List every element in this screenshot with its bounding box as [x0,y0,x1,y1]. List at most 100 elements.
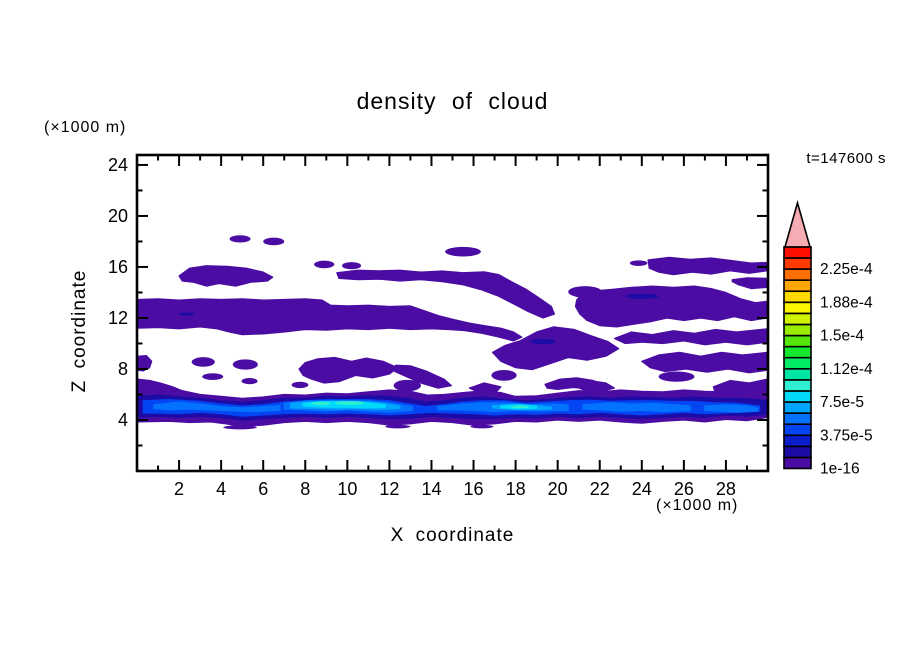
contour-region-level-2 [530,338,556,345]
x-tick-label: 28 [716,479,736,499]
contour-region-level-1 [491,326,620,371]
contour-region-level-1 [178,265,274,287]
y-tick-label: 8 [118,359,128,379]
colorbar-label: 1.88e-4 [820,294,873,311]
x-axis-title: X coordinate [390,525,515,546]
y-tick-label: 20 [108,206,128,226]
colorbar-segment [783,401,812,414]
colorbar-label: 7.5e-5 [820,394,864,411]
y-tick-label: 24 [108,155,128,175]
contour-region-level-1 [394,364,452,389]
colorbar-segment [783,379,812,392]
contour-region-level-5 [704,404,759,413]
contour-region-level-1 [731,277,768,290]
x-tick-label: 20 [548,479,568,499]
contour-region-level-1 [712,378,768,396]
contour-region-level-1 [241,377,258,385]
colorbar-segment [783,290,812,304]
x-tick-label: 26 [674,479,694,499]
contour-region-level-1 [641,351,768,374]
x-tick-label: 18 [506,479,526,499]
x-tick-label: 12 [379,479,399,499]
contour-region-level-8 [311,401,331,406]
contour-region-level-1 [232,359,258,370]
contour-region-level-5 [582,402,691,413]
contour-region-level-1 [468,382,502,393]
contour-region-level-1 [470,424,494,429]
contour-region-level-1 [137,378,184,394]
x-tick-label: 4 [216,479,226,499]
x-axis-unit-label: (×1000 m) [656,497,739,514]
x-tick-label: 16 [464,479,484,499]
colorbar-segment [783,268,812,281]
contour-region-level-1 [191,357,215,367]
x-tick-label: 6 [258,479,268,499]
contour-region-level-1 [298,356,399,384]
contour-region-level-2 [625,293,659,299]
x-tick-label: 2 [174,479,184,499]
contour-region-level-1 [576,379,616,393]
colorbar-segment [783,412,812,425]
contour-region-level-1 [647,256,768,276]
colorbar-label: 1.12e-4 [820,361,873,378]
contour-field [137,235,768,430]
contour-region-level-5 [153,401,281,413]
y-tick-label: 4 [118,410,128,430]
contour-region-level-8 [334,401,365,405]
colorbar-segment [783,367,812,381]
x-tick-label: 22 [590,479,610,499]
chart-title: density of cloud [356,88,549,114]
x-tick-label: 24 [632,479,652,499]
colorbar-segment [783,445,812,459]
colorbar-segment [783,279,812,293]
colorbar-label: 1e-16 [820,461,860,478]
colorbar-segment [783,390,812,403]
x-tick-label: 10 [337,479,357,499]
colorbar-segment [783,456,812,470]
colorbar-overflow-arrow [783,199,812,248]
contour-region-level-1 [385,424,411,429]
axis-ticks [137,155,768,471]
y-axis-unit-label: (×1000 m) [44,119,127,136]
contour-region-level-1 [229,235,251,243]
colorbar-segment [783,434,812,448]
colorbar-segment [783,312,812,326]
contour-region-level-1 [658,371,695,382]
x-tick-label: 8 [300,479,310,499]
contour-region-level-1 [629,260,648,266]
y-axis-title: Z coordinate [69,269,90,393]
contour-region-level-1 [613,328,768,346]
y-tick-label: 16 [108,257,128,277]
x-tick-label: 14 [421,479,441,499]
colorbar-segment [783,301,812,315]
contour-region-level-1 [342,262,362,270]
contour-region-level-1 [202,373,224,381]
colorbar-segment [783,356,812,370]
colorbar-label: 1.5e-4 [820,328,864,345]
y-tick-label: 12 [108,308,128,328]
contour-region-level-1 [137,298,523,342]
contour-region-level-1 [314,260,335,269]
contour-region-level-1 [445,246,481,257]
contour-region-level-1 [393,379,421,392]
colorbar-segment [783,246,812,259]
contour-region-level-1 [491,369,517,381]
colorbar-segment [783,323,812,337]
colorbar: 1e-16 3.75e-5 7.5e-5 1.12e-4 1.5e-4 1.88e-4 2.… [783,199,873,478]
contour-region-level-2 [178,312,195,316]
contour-region-level-8 [510,405,530,409]
colorbar-segment [783,423,812,437]
colorbar-label: 3.75e-5 [820,427,873,444]
contour-region-level-1 [291,381,309,389]
colorbar-label: 2.25e-4 [820,261,873,278]
time-annotation: t=147600 s [806,150,886,167]
contour-region-level-1 [223,425,257,430]
colorbar-segment [783,257,812,270]
contour-region-level-1 [574,285,768,328]
colorbar-segment [783,345,812,359]
contour-region-level-1 [336,269,556,319]
contour-region-level-1 [568,286,602,298]
colorbar-segment [783,334,812,348]
